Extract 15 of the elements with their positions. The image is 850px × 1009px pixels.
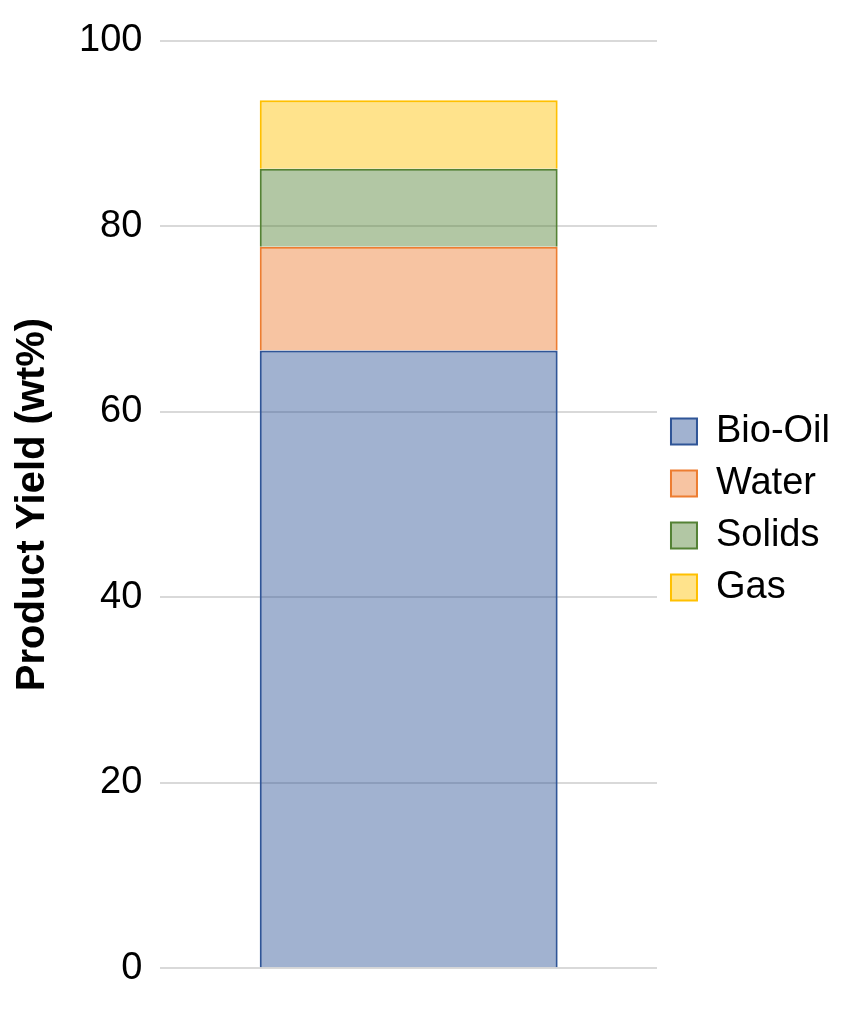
bar (259, 168, 558, 247)
y-tick-label: 0 (121, 944, 143, 987)
y-tick-label: 40 (100, 573, 143, 616)
bar (259, 100, 558, 169)
y-tick-label: 80 (100, 202, 143, 245)
y-tick-label: 100 (79, 17, 143, 60)
legend-label: Solids (715, 511, 820, 554)
legend-label: Water (715, 459, 817, 502)
y-axis-title: Product Yield (wt%) (8, 317, 53, 692)
y-tick-label: 60 (100, 388, 143, 431)
bar (261, 352, 556, 968)
legend-label: Gas (715, 563, 786, 606)
y-tick-label: 20 (100, 759, 143, 802)
bar (259, 246, 558, 351)
legend-label: Bio-Oil (715, 407, 831, 450)
